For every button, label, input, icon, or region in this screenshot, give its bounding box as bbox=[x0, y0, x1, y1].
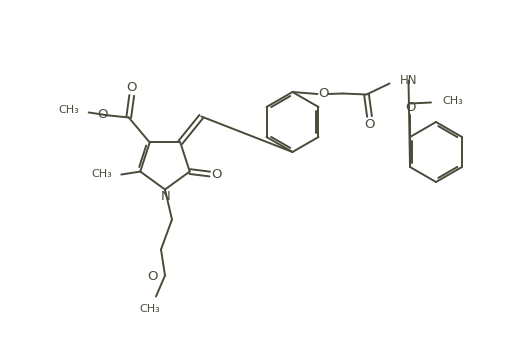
Text: O: O bbox=[364, 118, 375, 131]
Text: O: O bbox=[127, 81, 137, 94]
Text: N: N bbox=[161, 190, 171, 203]
Text: O: O bbox=[147, 270, 158, 283]
Text: HN: HN bbox=[400, 74, 417, 87]
Text: O: O bbox=[405, 101, 415, 114]
Text: CH₃: CH₃ bbox=[140, 303, 160, 313]
Text: O: O bbox=[318, 87, 329, 100]
Text: O: O bbox=[97, 108, 107, 121]
Text: O: O bbox=[212, 167, 222, 180]
Text: CH₃: CH₃ bbox=[58, 105, 79, 116]
Text: CH₃: CH₃ bbox=[92, 169, 112, 179]
Text: CH₃: CH₃ bbox=[442, 95, 463, 105]
